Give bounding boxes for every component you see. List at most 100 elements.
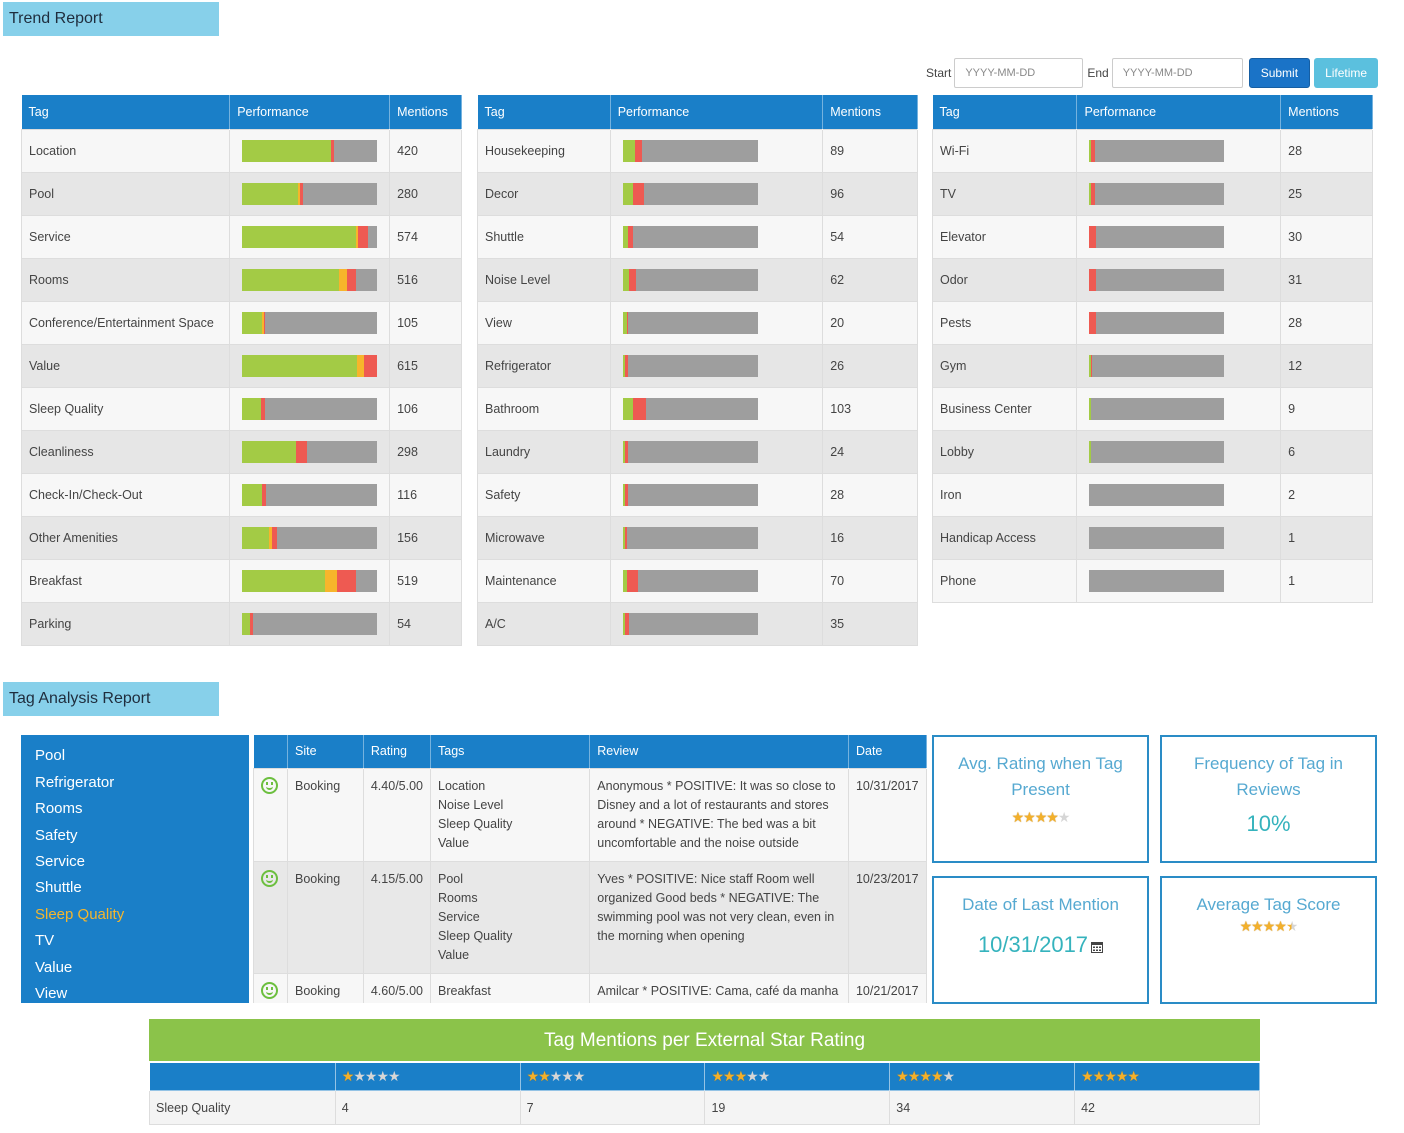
- mentions-column-header[interactable]: Mentions: [1280, 95, 1373, 129]
- performance-bar: [242, 397, 378, 420]
- mentions-count: 20: [822, 300, 918, 345]
- tag-list-item[interactable]: View: [35, 984, 68, 1002]
- review-tag: Noise Level: [438, 797, 504, 812]
- negative-segment: [626, 311, 629, 334]
- performance-column-header[interactable]: Performance: [229, 95, 391, 129]
- performance-cell: [229, 515, 391, 560]
- tag-name: Phone: [931, 558, 1078, 603]
- tag-list-item[interactable]: Value: [35, 958, 73, 976]
- mentions-count: 9: [1280, 386, 1373, 431]
- submit-button[interactable]: Submit: [1248, 57, 1311, 88]
- negative-segment: [626, 569, 638, 592]
- tag-list-item[interactable]: Rooms: [35, 800, 83, 818]
- review-review-text: Amilcar * POSITIVE: Cama, café da manha …: [589, 972, 849, 1003]
- performance-column-header[interactable]: Performance: [610, 95, 824, 129]
- calendar-icon[interactable]: [1091, 933, 1104, 959]
- trend-row: Microwave 16: [477, 515, 918, 560]
- star-count: 34: [889, 1090, 1076, 1125]
- negative-segment: [625, 526, 627, 549]
- mentions-column-header[interactable]: Mentions: [389, 95, 462, 129]
- performance-bar: [622, 440, 758, 463]
- performance-bar: [622, 354, 758, 377]
- review-icon: [253, 972, 288, 1003]
- review-table-container[interactable]: Site Rating Tags Review Date Booking 4.40…: [253, 735, 927, 1003]
- performance-cell: [1076, 472, 1282, 517]
- tag-list-item[interactable]: Sleep Quality: [35, 905, 125, 923]
- performance-cell: [229, 429, 391, 474]
- mentions-count: 54: [389, 601, 462, 646]
- neutral-segment: [262, 311, 264, 334]
- performance-bar: [622, 182, 758, 205]
- trend-row: Refrigerator 26: [477, 343, 918, 388]
- mentions-count: 1: [1280, 515, 1373, 560]
- performance-bar: [1089, 569, 1225, 592]
- tag-list-item[interactable]: Phone: [35, 735, 249, 743]
- performance-bar: [1089, 268, 1225, 291]
- negative-segment: [331, 139, 334, 162]
- rating-column-header[interactable]: Rating: [363, 735, 432, 768]
- performance-bar: [1089, 440, 1225, 463]
- smiley-icon: [261, 776, 278, 794]
- performance-cell: [1076, 257, 1282, 302]
- tag-list-item[interactable]: Service: [35, 852, 86, 870]
- review-rating: 4.15/5.00: [362, 860, 432, 974]
- trend-row: Noise Level 62: [477, 257, 918, 302]
- performance-bar: [1089, 397, 1225, 420]
- performance-cell: [1076, 386, 1282, 431]
- positive-segment: [622, 397, 634, 420]
- trend-row: Laundry 24: [477, 429, 918, 474]
- mentions-count: 70: [822, 558, 918, 603]
- tag-column-header[interactable]: Tag: [21, 95, 231, 129]
- mentions-count: 96: [822, 171, 918, 216]
- tag-name: Lobby: [931, 429, 1078, 474]
- trend-row: Iron 2: [931, 472, 1373, 517]
- mentions-column-header[interactable]: Mentions: [822, 95, 918, 129]
- lifetime-button[interactable]: Lifetime: [1314, 57, 1379, 88]
- tag-list-item[interactable]: Refrigerator: [35, 773, 115, 791]
- tag-name: Laundry: [477, 429, 611, 474]
- positive-segment: [622, 311, 627, 334]
- performance-column-header[interactable]: Performance: [1076, 95, 1282, 129]
- positive-segment: [622, 354, 626, 377]
- tags-column-header[interactable]: Tags: [430, 735, 591, 768]
- end-date-input[interactable]: [1111, 57, 1243, 88]
- neutral-segment: [339, 268, 348, 291]
- trend-row: Pool 280: [20, 171, 462, 216]
- review-row[interactable]: Booking 4.15/5.00 Pool Rooms Service Sleep Qu…: [253, 860, 927, 974]
- performance-bar: [242, 612, 378, 635]
- tag-name: Breakfast: [20, 558, 231, 603]
- tag-name: Shuttle: [477, 214, 611, 259]
- mentions-count: 16: [822, 515, 918, 560]
- tag-name: View: [477, 300, 611, 345]
- neutral-segment: [355, 225, 359, 248]
- performance-bar: [1089, 354, 1225, 377]
- performance-bar: [622, 612, 758, 635]
- performance-bar: [1089, 139, 1225, 162]
- date-column-header[interactable]: Date: [848, 735, 927, 768]
- tag-list-item[interactable]: Shuttle: [35, 879, 82, 897]
- review-tag: Service: [438, 1001, 582, 1004]
- tag-column-header[interactable]: Tag: [932, 95, 1078, 129]
- review-row[interactable]: Booking 4.40/5.00 Location Noise Level Sleep…: [253, 767, 927, 862]
- star-rating-table-title: Tag Mentions per External Star Rating: [149, 1019, 1260, 1061]
- negative-segment: [1089, 225, 1097, 248]
- performance-cell: [229, 128, 391, 173]
- positive-segment: [622, 612, 626, 635]
- performance-cell: [229, 214, 391, 259]
- tag-list-item[interactable]: Safety: [35, 826, 78, 844]
- positive-segment: [242, 311, 263, 334]
- performance-cell: [1076, 128, 1282, 173]
- trend-row: Handicap Access 1: [931, 515, 1373, 560]
- review-column-header[interactable]: Review: [589, 735, 849, 768]
- tag-column-header: [149, 1062, 336, 1091]
- tag-list-item[interactable]: Pool: [35, 747, 66, 765]
- performance-cell: [609, 472, 824, 517]
- star-rating-table: ★★★★★ ★★★★★ ★★★★★ ★★★★★ ★★★★★ Sleep Quality 4…: [149, 1062, 1260, 1125]
- trend-row: View 20: [477, 300, 918, 345]
- tag-list-item[interactable]: TV: [35, 932, 55, 950]
- start-date-input[interactable]: [954, 57, 1084, 88]
- tag-name: A/C: [477, 601, 611, 646]
- tag-column-header[interactable]: Tag: [477, 95, 611, 129]
- site-column-header[interactable]: Site: [287, 735, 364, 768]
